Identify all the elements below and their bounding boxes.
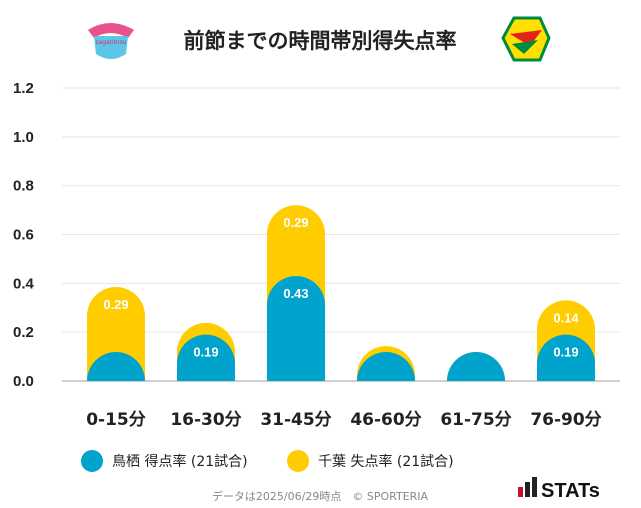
data-label: 0.19 bbox=[553, 345, 578, 360]
x-axis: 0-15分 16-30分 31-45分 46-60分 61-75分 76-90分 bbox=[86, 410, 601, 430]
sagan-tosu-logo-icon: sagantosu bbox=[88, 23, 134, 59]
legend-label: 鳥栖 得点率 (21試合) bbox=[112, 453, 248, 470]
x-tick-label: 76-90分 bbox=[530, 410, 601, 430]
data-label: 0.29 bbox=[283, 215, 308, 230]
data-label: 0.14 bbox=[553, 310, 579, 325]
y-tick-label: 0.6 bbox=[13, 227, 34, 244]
jef-united-logo-icon bbox=[501, 16, 551, 62]
bars: 0.29 0.19 0.43 0.29 0.19 0.14 bbox=[87, 205, 595, 381]
grid bbox=[62, 87, 620, 382]
x-tick-label: 0-15分 bbox=[86, 410, 146, 430]
y-tick-label: 1.0 bbox=[13, 129, 34, 146]
legend-swatch bbox=[81, 450, 103, 472]
x-tick-label: 31-45分 bbox=[260, 410, 331, 430]
legend-label: 千葉 失点率 (21試合) bbox=[318, 453, 454, 470]
bar-segment bbox=[87, 352, 145, 381]
footer-note: データは2025/06/29時点 © SPORTERIA bbox=[212, 489, 429, 503]
bar-segment bbox=[537, 334, 595, 381]
stats-bar-icon bbox=[532, 477, 537, 497]
y-tick-label: 1.2 bbox=[13, 80, 34, 97]
chart-title: 前節までの時間帯別得失点率 bbox=[184, 29, 457, 53]
y-tick-label: 0.0 bbox=[13, 373, 34, 390]
bar-segment bbox=[447, 352, 505, 381]
stats-brand: STATs bbox=[518, 477, 600, 502]
y-tick-label: 0.2 bbox=[13, 324, 34, 341]
data-label: 0.29 bbox=[103, 297, 128, 312]
y-axis: 0.0 0.2 0.4 0.6 0.8 1.0 1.2 bbox=[13, 80, 35, 390]
data-label: 0.19 bbox=[193, 345, 218, 360]
legend-swatch bbox=[287, 450, 309, 472]
bar-segment bbox=[177, 334, 235, 381]
x-tick-label: 46-60分 bbox=[350, 410, 421, 430]
stats-logo-text: STATs bbox=[541, 480, 600, 502]
bar-segment bbox=[267, 276, 325, 381]
x-tick-label: 61-75分 bbox=[440, 410, 511, 430]
y-tick-label: 0.8 bbox=[13, 178, 34, 195]
y-tick-label: 0.4 bbox=[13, 275, 35, 292]
sagan-tosu-logo-text: sagantosu bbox=[95, 39, 126, 46]
data-label: 0.43 bbox=[283, 286, 308, 301]
x-tick-label: 16-30分 bbox=[170, 410, 241, 430]
bar-segment bbox=[357, 352, 415, 381]
legend: 鳥栖 得点率 (21試合) 千葉 失点率 (21試合) bbox=[81, 450, 454, 472]
stats-bar-icon bbox=[518, 487, 523, 497]
stats-bar-icon bbox=[525, 482, 530, 497]
